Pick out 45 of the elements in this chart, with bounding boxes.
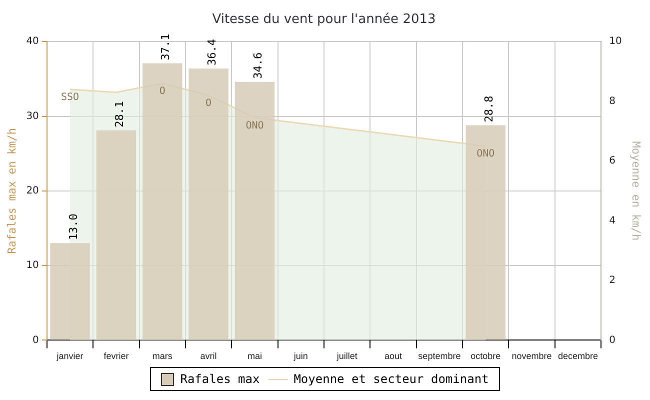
x-tick-label: octobre [470,351,501,362]
x-tick-label: fevrier [104,351,129,362]
y-tick-label: 10 [26,260,39,272]
data-label: 37.1 [159,34,172,60]
bar [50,243,90,340]
x-tick-label: mai [247,351,262,362]
y2-tick-label: 8 [609,96,616,107]
y2-tick-label: 10 [609,36,622,48]
annotation: ONO [246,120,264,132]
data-label: 28.8 [482,96,496,122]
x-tick-label: mars [152,351,173,362]
x-tick-label: juin [292,351,308,362]
y2-tick-label: 2 [609,275,616,286]
legend-label: Moyenne et secteur dominant [294,372,489,386]
bar [142,63,182,340]
y2-tick-label: 0 [609,334,616,346]
bar [188,68,228,340]
data-label: 34.6 [252,52,265,79]
legend-label: Rafales max [180,372,260,386]
data-label: 13.0 [66,214,80,240]
y-axis-title: Rafales max en km/h [5,128,18,254]
x-tick-label: janvier [56,351,84,362]
annotation: ONO [476,148,495,160]
y-tick-label: 30 [26,110,39,122]
y2-axis-title: Moyenne en km/h [630,141,643,241]
x-tick-label: avril [200,351,217,362]
x-tick-label: aout [384,351,403,362]
y-tick-label: 0 [32,334,39,346]
bar [466,125,506,340]
y-tick-label: 20 [26,185,39,196]
bar [234,82,275,340]
x-tick-label: decembre [558,351,598,362]
annotation: O [206,98,212,109]
x-tick-label: septembre [418,351,461,362]
y2-tick-label: 4 [609,215,616,226]
y2-tick-label: 6 [609,156,616,167]
data-label: 36.4 [205,38,218,66]
data-label: 28.1 [113,100,126,128]
x-tick-label: novembre [512,351,552,362]
chart-title: Vitesse du vent pour l'année 2013 [212,12,436,28]
annotation: O [159,86,166,97]
y-tick-label: 40 [26,36,39,48]
bar [96,130,136,340]
annotation: SSO [60,92,80,103]
x-tick-label: juillet [336,351,358,362]
